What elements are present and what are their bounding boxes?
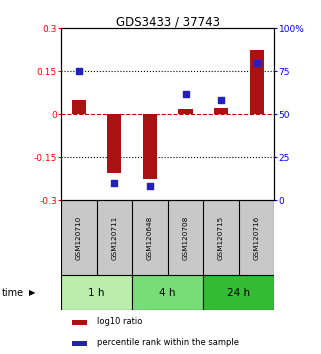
Text: GSM120716: GSM120716 [254,216,260,260]
Bar [143,114,157,179]
Bar [72,341,87,347]
Text: time: time [2,288,24,298]
Bar [61,275,132,310]
Point [219,98,224,103]
Bar [107,114,121,173]
Text: GSM120711: GSM120711 [111,216,117,260]
Point [183,91,188,96]
Bar [132,275,203,310]
Point [254,60,259,65]
Text: 1 h: 1 h [88,288,105,298]
Text: 4 h: 4 h [160,288,176,298]
Text: GSM120715: GSM120715 [218,216,224,260]
Text: percentile rank within the sample: percentile rank within the sample [97,338,239,347]
Bar [72,320,87,325]
Point [112,180,117,186]
Text: GSM120710: GSM120710 [76,216,82,260]
Bar [72,100,86,114]
Text: GSM120648: GSM120648 [147,216,153,260]
Text: 24 h: 24 h [227,288,250,298]
Bar [214,108,228,114]
Bar [249,50,264,114]
Text: GSM120708: GSM120708 [183,216,188,260]
Point [147,184,152,189]
Text: log10 ratio: log10 ratio [97,317,143,326]
Point [76,68,81,74]
Text: ▶: ▶ [29,288,35,297]
Bar [178,109,193,114]
Title: GDS3433 / 37743: GDS3433 / 37743 [116,15,220,28]
Bar [203,275,274,310]
